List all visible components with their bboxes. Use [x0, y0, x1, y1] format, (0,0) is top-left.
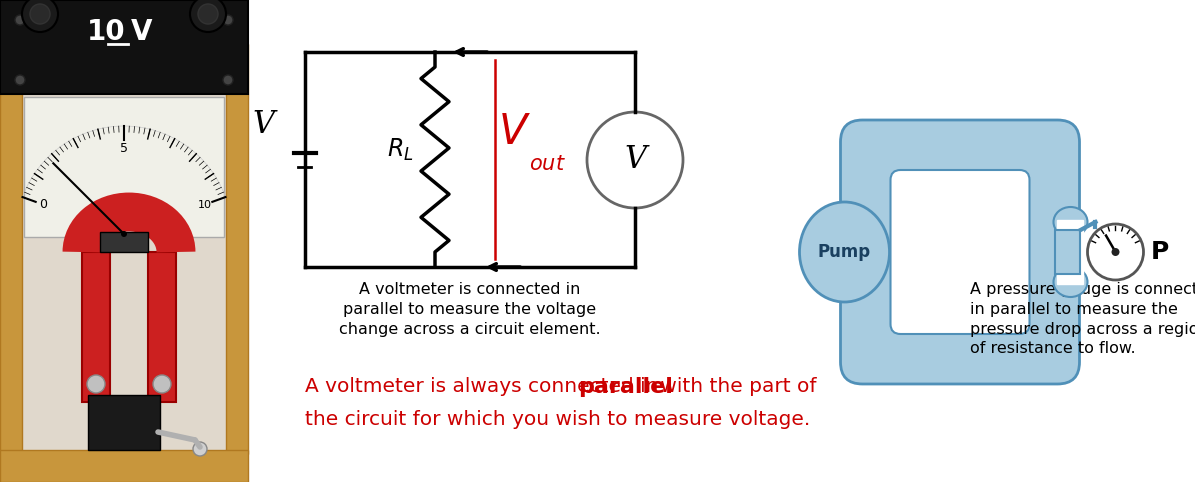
Circle shape	[30, 4, 50, 24]
FancyBboxPatch shape	[82, 252, 110, 402]
Circle shape	[1111, 248, 1120, 256]
FancyBboxPatch shape	[1055, 230, 1080, 274]
Text: parallel: parallel	[578, 377, 673, 397]
Ellipse shape	[1054, 267, 1087, 297]
FancyBboxPatch shape	[0, 0, 249, 482]
Text: with the part of: with the part of	[654, 377, 816, 396]
Text: 0: 0	[39, 198, 47, 211]
Circle shape	[121, 231, 127, 237]
Circle shape	[1087, 224, 1144, 280]
Ellipse shape	[1054, 207, 1087, 237]
FancyBboxPatch shape	[100, 232, 148, 252]
Text: $R_L$: $R_L$	[387, 136, 413, 162]
FancyBboxPatch shape	[0, 450, 249, 482]
Text: A voltmeter is always connected in: A voltmeter is always connected in	[305, 377, 664, 396]
FancyBboxPatch shape	[148, 252, 176, 402]
Circle shape	[16, 75, 25, 85]
Circle shape	[153, 375, 171, 393]
Text: V: V	[624, 145, 646, 175]
Circle shape	[16, 15, 25, 25]
Ellipse shape	[799, 202, 889, 302]
Text: Pump: Pump	[817, 243, 871, 261]
Circle shape	[87, 375, 105, 393]
FancyBboxPatch shape	[226, 44, 249, 454]
Text: 5: 5	[120, 142, 128, 155]
Circle shape	[190, 0, 226, 32]
FancyBboxPatch shape	[0, 44, 22, 454]
Text: $\mathit{out}$: $\mathit{out}$	[529, 155, 565, 174]
Text: V: V	[252, 109, 274, 140]
Text: the circuit for which you wish to measure voltage.: the circuit for which you wish to measur…	[305, 410, 810, 429]
Circle shape	[223, 15, 233, 25]
FancyBboxPatch shape	[88, 395, 160, 450]
Text: 10: 10	[87, 18, 125, 46]
Text: A voltmeter is connected in
parallel to measure the voltage
change across a circ: A voltmeter is connected in parallel to …	[339, 282, 601, 336]
Text: 10: 10	[198, 200, 212, 210]
FancyBboxPatch shape	[24, 97, 223, 237]
Circle shape	[198, 4, 217, 24]
Circle shape	[194, 442, 207, 456]
Text: $\mathit{V}$: $\mathit{V}$	[498, 110, 531, 152]
FancyBboxPatch shape	[840, 120, 1079, 384]
Text: V: V	[131, 18, 153, 46]
Text: A pressure gauge is connected
in parallel to measure the
pressure drop across a : A pressure gauge is connected in paralle…	[970, 282, 1195, 356]
FancyBboxPatch shape	[0, 0, 249, 94]
FancyBboxPatch shape	[1058, 220, 1084, 284]
Text: P: P	[1151, 240, 1169, 264]
FancyBboxPatch shape	[890, 170, 1030, 334]
Circle shape	[223, 75, 233, 85]
Circle shape	[22, 0, 59, 32]
Circle shape	[587, 112, 684, 208]
